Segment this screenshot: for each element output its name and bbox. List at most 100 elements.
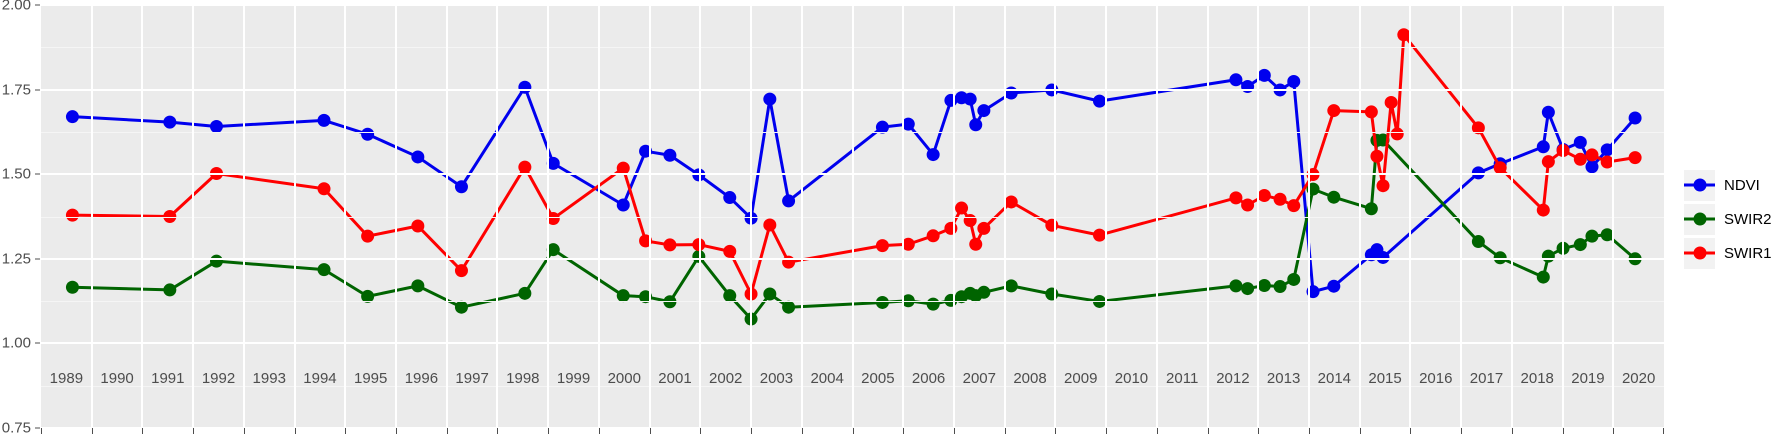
y-axis-tick-label: 0.75 — [1, 419, 31, 437]
x-axis-tick-mark — [1461, 428, 1463, 434]
data-point — [1004, 279, 1018, 293]
x-axis-tick-label: 1998 — [506, 370, 540, 387]
legend-item-swir1[interactable]: SWIR1 — [1684, 236, 1773, 270]
x-axis-tick-label: 2002 — [709, 370, 743, 387]
data-point — [317, 182, 331, 196]
gridline-vertical — [293, 5, 296, 428]
gridline-vertical — [1105, 5, 1108, 428]
data-point — [1573, 135, 1587, 149]
data-point — [411, 150, 425, 164]
data-point — [901, 117, 915, 131]
data-point — [1471, 166, 1485, 180]
x-axis-tick-mark — [1055, 428, 1057, 434]
x-axis-tick-label: 2007 — [962, 370, 996, 387]
x-axis-tick-mark — [649, 428, 651, 434]
gridline-vertical — [699, 5, 702, 428]
data-point — [875, 120, 889, 134]
data-point — [782, 300, 796, 314]
data-point — [1600, 228, 1614, 242]
x-axis-tick-label: 2003 — [759, 370, 794, 387]
gridline-vertical — [1409, 5, 1412, 428]
data-point — [763, 218, 777, 232]
data-point — [1376, 250, 1390, 264]
data-point — [1364, 202, 1378, 216]
data-point — [901, 237, 915, 251]
data-point — [1628, 151, 1642, 165]
data-point — [1536, 203, 1550, 217]
x-axis-tick-mark — [548, 428, 550, 434]
data-point — [1471, 235, 1485, 249]
x-axis-tick-mark — [497, 428, 499, 434]
y-axis-tick-mark — [35, 89, 40, 91]
x-axis-tick-label: 1996 — [404, 370, 439, 387]
data-point — [209, 254, 223, 268]
x-axis-tick-mark — [1156, 428, 1158, 434]
data-point — [1493, 161, 1507, 175]
data-point — [361, 127, 375, 141]
x-axis-tick-mark — [41, 428, 42, 434]
data-point — [723, 191, 737, 205]
x-axis-tick-label: 2000 — [607, 370, 641, 387]
x-axis-tick-mark — [446, 428, 448, 434]
data-point — [317, 113, 331, 127]
data-point — [518, 80, 532, 94]
gridline-vertical — [1257, 5, 1260, 428]
data-point — [1327, 279, 1341, 293]
y-axis-tick-mark — [35, 4, 40, 6]
x-axis-tick-mark — [142, 428, 144, 434]
data-point — [518, 286, 532, 300]
x-axis-tick-mark — [243, 428, 245, 434]
gridline-vertical — [1510, 5, 1513, 428]
data-point — [1376, 179, 1390, 193]
data-point — [1287, 199, 1301, 213]
data-point — [361, 229, 375, 243]
x-axis-tick-label: 1991 — [151, 370, 185, 387]
legend-key-swatch — [1684, 203, 1715, 235]
legend-item-ndvi[interactable]: NDVI — [1684, 168, 1773, 202]
gridline-vertical — [1612, 5, 1615, 428]
data-point — [1585, 160, 1599, 174]
x-axis-ticks — [41, 428, 1664, 442]
data-point — [692, 238, 706, 252]
legend-item-swir2[interactable]: SWIR2 — [1684, 202, 1773, 236]
data-point — [663, 238, 677, 252]
data-point — [1541, 249, 1555, 263]
data-point — [944, 221, 958, 235]
data-point — [546, 243, 560, 257]
x-axis-tick-label: 2005 — [861, 370, 895, 387]
gridline-vertical — [648, 5, 651, 428]
data-point — [411, 279, 425, 293]
gridline-vertical — [445, 5, 448, 428]
x-axis-tick-label: 1992 — [201, 370, 236, 387]
data-point — [454, 180, 468, 194]
data-point — [1585, 229, 1599, 243]
data-point — [963, 92, 977, 106]
data-point — [1384, 95, 1398, 109]
gridline-vertical — [1561, 5, 1564, 428]
gridline-vertical — [395, 5, 398, 428]
gridline-vertical — [1155, 5, 1158, 428]
legend-point-glyph — [1693, 212, 1706, 226]
data-point — [546, 212, 560, 226]
data-point — [1600, 155, 1614, 169]
legend-key-swatch — [1684, 237, 1715, 269]
x-axis-tick-mark — [345, 428, 347, 434]
data-point — [65, 208, 79, 222]
data-point — [969, 118, 983, 132]
x-axis-tick-label: 2016 — [1419, 370, 1453, 387]
data-point — [763, 287, 777, 301]
x-axis-tick-mark — [1410, 428, 1412, 434]
data-point — [1273, 280, 1287, 294]
gridline-vertical — [496, 5, 499, 428]
x-axis-tick-mark — [903, 428, 905, 434]
data-point — [1229, 279, 1243, 293]
data-point — [546, 156, 560, 170]
x-axis-tick-label: 2013 — [1266, 370, 1301, 387]
gridline-vertical — [141, 5, 144, 428]
x-axis-tick-label: 2004 — [810, 370, 844, 387]
x-axis-tick-mark — [396, 428, 398, 434]
x-axis-tick-mark — [700, 428, 702, 434]
x-axis-tick-label: 2010 — [1114, 370, 1149, 387]
x-axis-tick-label: 2014 — [1317, 370, 1352, 387]
